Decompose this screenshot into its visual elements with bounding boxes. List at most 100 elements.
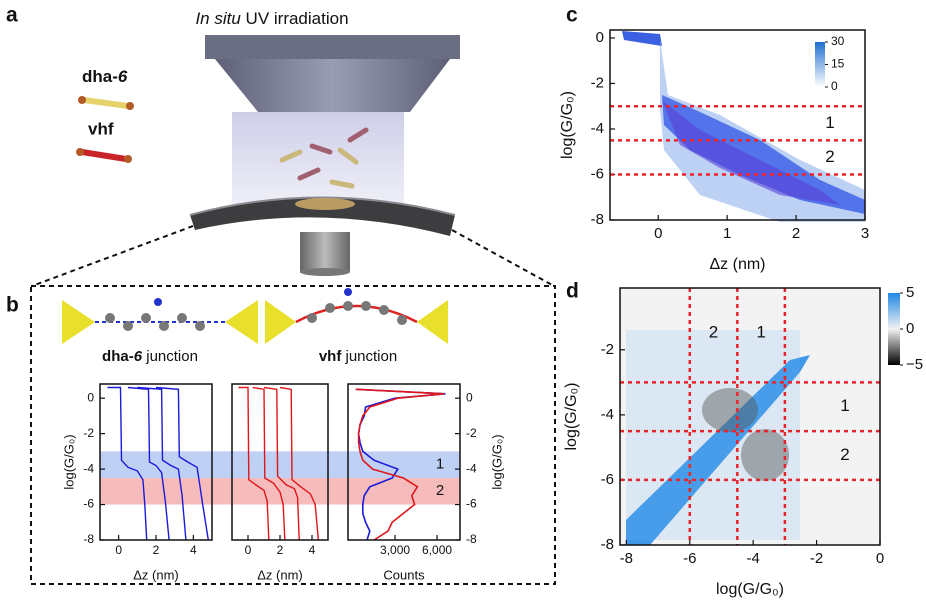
x-tick-label: 0 — [115, 543, 122, 557]
x-tick-label: 4 — [190, 543, 197, 557]
region-label: 2 — [840, 445, 849, 464]
conductance-trace — [107, 386, 148, 541]
colorbar — [888, 293, 900, 365]
y-tick-label: -8 — [83, 532, 94, 546]
y-tick-label: -2 — [601, 341, 614, 358]
conductance-trace — [155, 386, 209, 541]
junction-label: dha-6 junction — [102, 348, 198, 365]
junction-images — [62, 288, 448, 344]
junction-suffix: 6 — [134, 348, 143, 365]
region-label: 1 — [840, 396, 849, 415]
histogram-profile — [355, 388, 445, 541]
panel-label: b — [6, 294, 19, 317]
molecule-suffix: 6 — [118, 67, 128, 86]
x-tick-label: -8 — [620, 550, 633, 567]
plot-frame — [231, 383, 329, 541]
x-axis-label: Δz (nm) — [133, 567, 179, 582]
plot-frame — [99, 383, 213, 541]
conductance-trace — [263, 386, 300, 541]
band-label: 2 — [436, 482, 444, 499]
colorbar-tick-label: 0 — [831, 79, 838, 93]
y-axis-label: log(G/G₀) — [61, 434, 76, 489]
x-tick-label: -6 — [683, 550, 696, 567]
colorbar-tick-label: −5 — [906, 356, 923, 373]
apparatus — [31, 35, 555, 287]
junction-rest: junction — [341, 348, 397, 365]
region-label: 2 — [825, 147, 834, 166]
plot-frame — [347, 383, 461, 541]
colorbar-tick-label: 30 — [831, 34, 845, 48]
plot-frame — [609, 29, 866, 221]
colorbar-tick-label: 0 — [906, 320, 914, 337]
x-tick-label: 2 — [153, 543, 160, 557]
density-cloud — [622, 31, 865, 222]
molecule-label: vhf — [88, 119, 114, 138]
x-tick-label: 3 — [861, 225, 869, 242]
panel-a-title: In situ UV irradiation — [195, 9, 348, 28]
y-tick-label: -4 — [83, 461, 94, 475]
x-tick-label: -4 — [746, 550, 759, 567]
panel-label: c — [566, 4, 578, 27]
junction-label: vhf junction — [319, 348, 397, 365]
x-tick-label: 2 — [792, 225, 800, 242]
conductance-band — [100, 451, 460, 478]
x-tick-label: 0 — [245, 543, 252, 557]
histogram-profile — [355, 388, 446, 541]
inset-frame — [30, 285, 556, 585]
y-axis-label: log(G/G₀) — [563, 383, 580, 451]
y-tick-label: -6 — [466, 497, 477, 511]
x-tick-label: -2 — [810, 550, 823, 567]
y-tick-label: -2 — [83, 426, 94, 440]
molecule-icons — [76, 96, 134, 163]
y-tick-label: -8 — [466, 532, 477, 546]
x-axis-label: Δz (nm) — [709, 256, 765, 273]
colorbar — [815, 42, 825, 87]
correlation-map — [620, 288, 880, 545]
region-label: 1 — [825, 113, 834, 132]
panel-label: a — [6, 4, 18, 27]
conductance-trace — [137, 386, 187, 541]
junction-name: vhf — [319, 348, 343, 365]
y-tick-label: 0 — [87, 390, 94, 404]
x-axis-label: Counts — [383, 567, 425, 582]
band-label: 1 — [436, 456, 444, 473]
x-tick-label: 0 — [876, 550, 884, 567]
x-tick-label: 1 — [723, 225, 731, 242]
plot-frame — [619, 287, 881, 546]
conductance-trace — [238, 386, 270, 541]
conductance-trace — [279, 386, 320, 541]
y-tick-label: 0 — [466, 390, 473, 404]
x-tick-label: 3,000 — [380, 543, 410, 557]
junction-rest: junction — [142, 348, 198, 365]
y-axis-label: log(G/G₀) — [559, 91, 576, 159]
x-tick-label: 6,000 — [422, 543, 452, 557]
y-tick-label: -4 — [601, 406, 614, 423]
y-tick-label: -8 — [601, 536, 614, 553]
colorbar-tick-label: 5 — [906, 284, 914, 301]
y-tick-label: -8 — [591, 211, 604, 228]
molecule-label: dha-6 — [82, 67, 128, 86]
y-axis-label: log(G/G₀) — [489, 434, 504, 489]
y-tick-label: -2 — [591, 74, 604, 91]
y-tick-label: 0 — [596, 29, 604, 46]
y-tick-label: -2 — [466, 426, 477, 440]
y-tick-label: -6 — [591, 165, 604, 182]
region-label: 2 — [709, 322, 718, 341]
molecule-name: dha- — [82, 67, 118, 86]
x-axis-label: log(G/G₀) — [716, 581, 784, 598]
panel-label: d — [566, 280, 579, 303]
conductance-trace — [127, 386, 170, 541]
x-tick-label: 4 — [309, 543, 316, 557]
x-tick-label: 0 — [654, 225, 662, 242]
title-rest: UV irradiation — [241, 9, 349, 28]
x-axis-label: Δz (nm) — [257, 567, 303, 582]
title-italic: In situ — [195, 9, 241, 28]
y-tick-label: -6 — [601, 471, 614, 488]
region-label: 1 — [756, 322, 765, 341]
colorbar-tick-label: 15 — [831, 57, 845, 71]
x-tick-label: 2 — [277, 543, 284, 557]
junction-name: dha- — [102, 348, 134, 365]
conductance-trace — [252, 386, 286, 541]
y-tick-label: -4 — [591, 120, 604, 137]
